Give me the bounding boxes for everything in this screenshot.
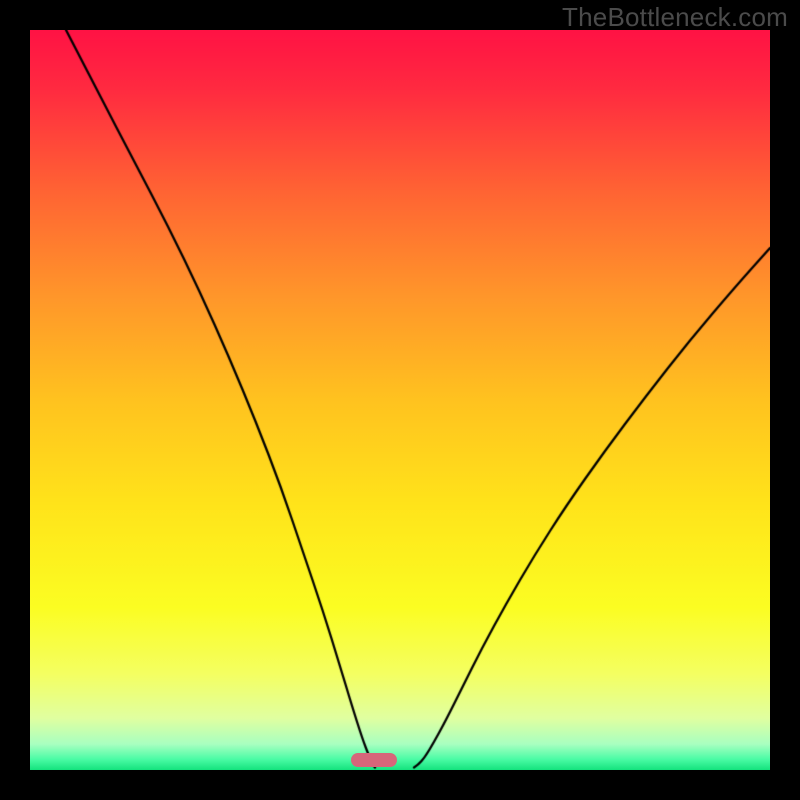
- watermark-text: TheBottleneck.com: [562, 2, 788, 33]
- bottleneck-curves: [30, 30, 770, 770]
- optimal-range-marker: [351, 753, 397, 767]
